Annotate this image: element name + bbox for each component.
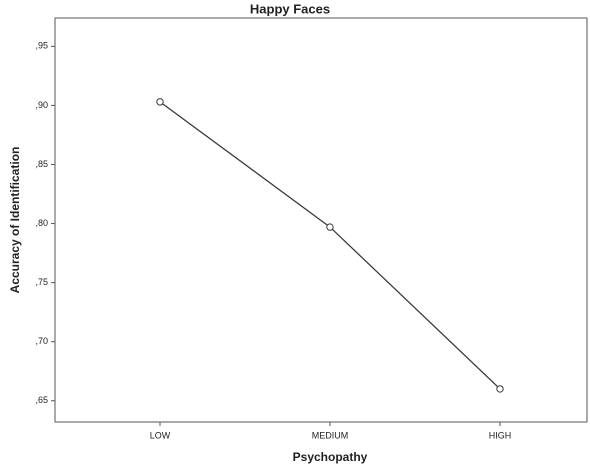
y-tick-label: ,75 (35, 277, 48, 287)
x-tick-label: MEDIUM (312, 430, 349, 440)
y-tick-label: ,80 (35, 218, 48, 228)
series-line (159, 101, 501, 390)
y-tick-label: ,70 (35, 336, 48, 346)
point-marker (156, 98, 164, 106)
x-tick-label: HIGH (489, 430, 512, 440)
y-tick-label: ,90 (35, 100, 48, 110)
plot-frame (54, 17, 588, 423)
y-axis-label: Accuracy of Identification (8, 147, 22, 294)
y-tick-label: ,95 (35, 41, 48, 51)
x-axis-label: Psychopathy (293, 450, 368, 464)
y-tick-label: ,65 (35, 395, 48, 405)
y-tick-label: ,85 (35, 159, 48, 169)
point-marker (326, 223, 334, 231)
x-tick-label: LOW (150, 430, 171, 440)
point-marker (496, 385, 504, 393)
chart-title: Happy Faces (250, 1, 330, 16)
